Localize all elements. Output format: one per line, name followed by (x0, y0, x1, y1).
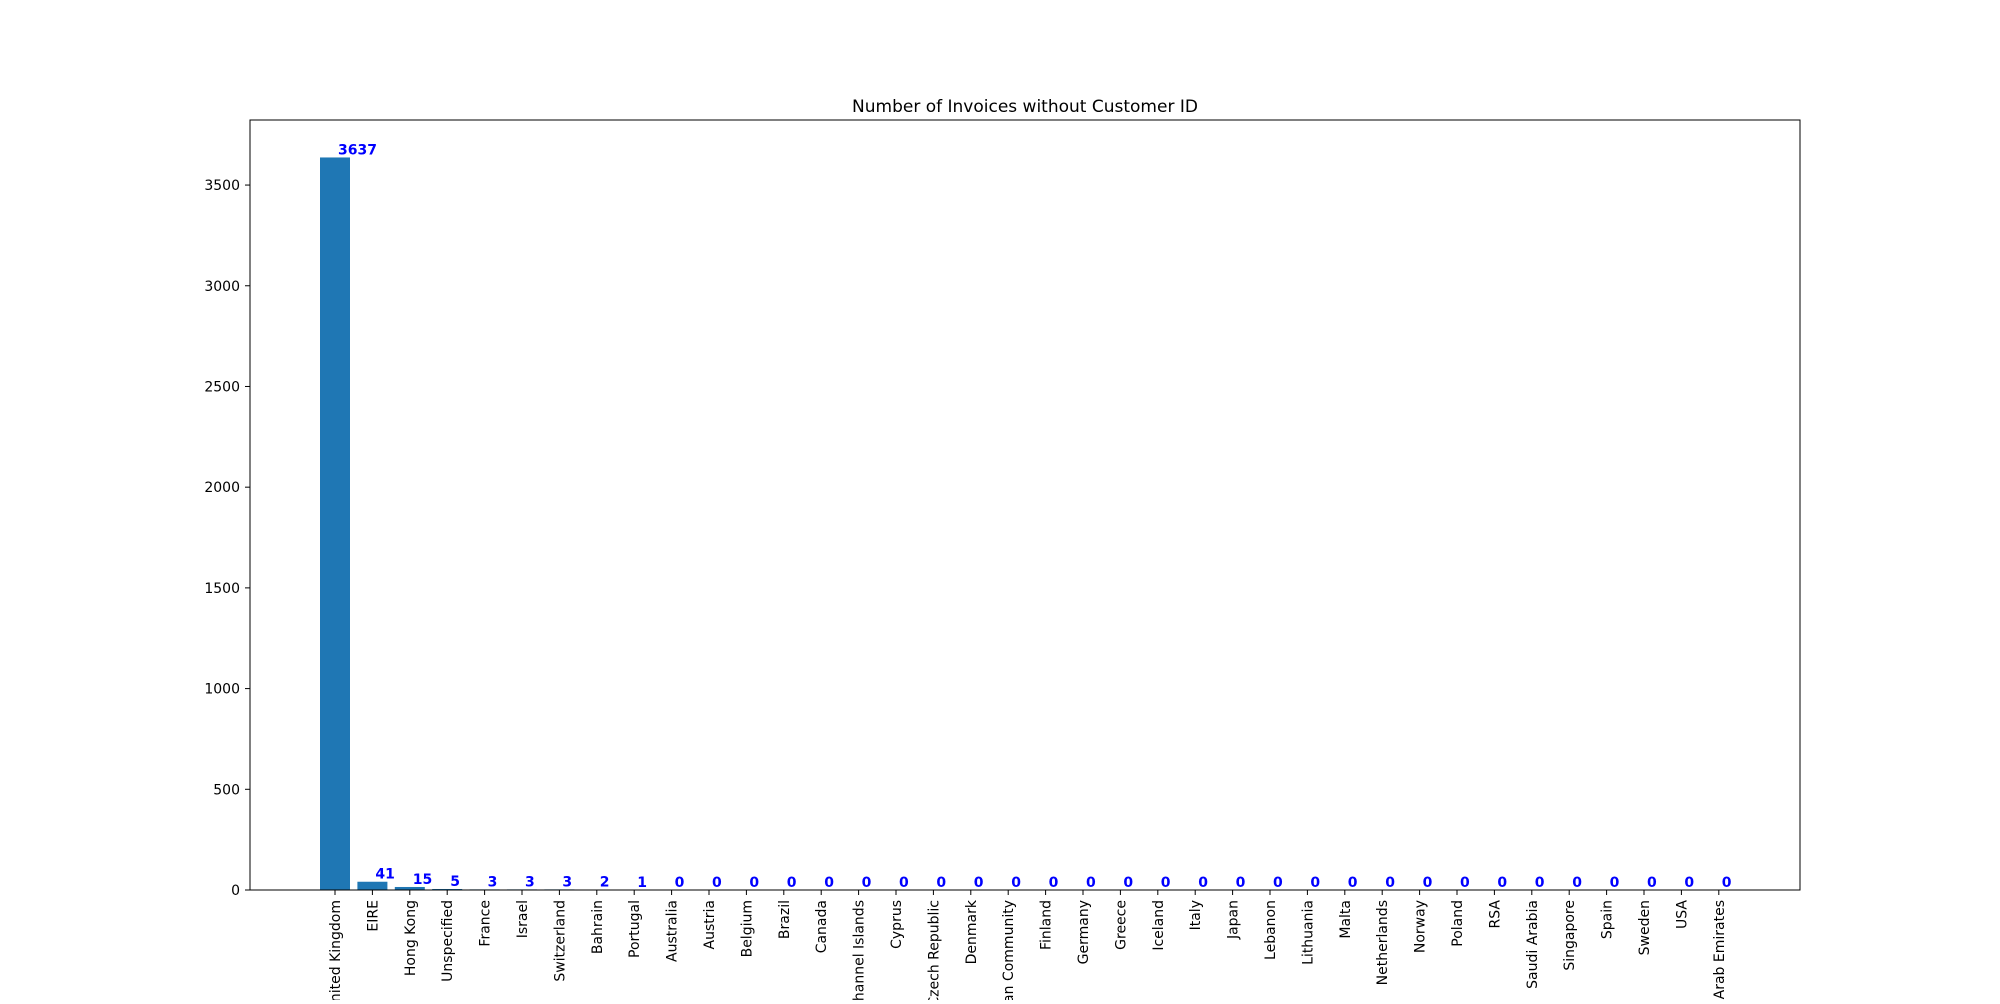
x-tick-label-16: Czech Republic (926, 900, 942, 1000)
y-tick-label-4: 2000 (204, 480, 240, 496)
data-label-34: 0 (1610, 875, 1620, 891)
x-tick-label-17: Denmark (964, 899, 980, 964)
y-tick-label-3: 1500 (204, 581, 240, 597)
data-label-0: 3637 (338, 142, 377, 158)
x-tick-label-23: Italy (1188, 900, 1204, 930)
x-tick-label-11: Belgium (739, 900, 755, 957)
data-label-30: 0 (1460, 875, 1470, 891)
data-label-11: 0 (749, 875, 759, 891)
data-label-13: 0 (824, 875, 834, 891)
data-label-3: 5 (450, 874, 460, 890)
y-tick-label-6: 3000 (204, 279, 240, 295)
data-label-35: 0 (1647, 875, 1657, 891)
data-label-31: 0 (1497, 875, 1507, 891)
x-tick-label-18: European Community (1001, 900, 1017, 1000)
data-label-15: 0 (899, 875, 909, 891)
data-label-22: 0 (1161, 875, 1171, 891)
x-tick-label-21: Greece (1113, 900, 1129, 950)
x-tick-label-36: USA (1674, 900, 1690, 929)
x-tick-label-5: Israel (515, 900, 531, 938)
data-label-9: 0 (675, 875, 685, 891)
data-label-16: 0 (936, 875, 946, 891)
data-label-19: 0 (1049, 875, 1059, 891)
data-label-28: 0 (1385, 875, 1395, 891)
data-label-33: 0 (1572, 875, 1582, 891)
data-label-20: 0 (1086, 875, 1096, 891)
x-tick-label-15: Cyprus (889, 900, 905, 949)
data-label-1: 41 (375, 867, 394, 883)
x-tick-label-7: Bahrain (590, 900, 606, 954)
x-tick-label-13: Canada (814, 900, 830, 953)
x-tick-label-24: Japan (1226, 900, 1242, 940)
x-tick-label-2: Hong Kong (403, 900, 419, 976)
x-tick-label-31: RSA (1487, 900, 1503, 929)
data-label-27: 0 (1348, 875, 1358, 891)
data-label-36: 0 (1684, 875, 1694, 891)
x-tick-label-29: Norway (1413, 900, 1429, 953)
x-tick-label-3: Unspecified (440, 900, 456, 982)
y-tick-label-7: 3500 (204, 178, 240, 194)
data-label-21: 0 (1123, 875, 1133, 891)
x-tick-label-32: Saudi Arabia (1525, 900, 1541, 989)
data-label-25: 0 (1273, 875, 1283, 891)
data-label-37: 0 (1722, 875, 1732, 891)
x-tick-label-12: Brazil (777, 900, 793, 939)
data-label-26: 0 (1310, 875, 1320, 891)
x-tick-label-0: United Kingdom (328, 900, 344, 1000)
data-label-2: 15 (413, 872, 432, 888)
x-tick-label-22: Iceland (1151, 900, 1167, 951)
y-tick-label-5: 2500 (204, 379, 240, 395)
y-tick-label-0: 0 (231, 883, 240, 899)
x-tick-label-35: Sweden (1637, 900, 1653, 955)
data-label-5: 3 (525, 874, 535, 890)
x-tick-label-28: Netherlands (1375, 900, 1391, 985)
data-label-32: 0 (1535, 875, 1545, 891)
data-label-10: 0 (712, 875, 722, 891)
y-tick-label-1: 500 (213, 782, 240, 798)
x-tick-label-8: Portugal (627, 900, 643, 958)
x-tick-label-25: Lebanon (1263, 900, 1279, 960)
x-tick-label-27: Malta (1338, 900, 1354, 939)
data-label-14: 0 (862, 875, 872, 891)
x-tick-label-14: Channel Islands (852, 900, 868, 1000)
x-tick-label-1: EIRE (365, 900, 381, 932)
data-label-18: 0 (1011, 875, 1021, 891)
data-label-29: 0 (1423, 875, 1433, 891)
x-tick-label-37: United Arab Emirates (1712, 900, 1728, 1000)
x-tick-label-34: Spain (1600, 900, 1616, 939)
x-tick-label-33: Singapore (1562, 900, 1578, 971)
x-tick-label-30: Poland (1450, 900, 1466, 947)
data-label-8: 1 (637, 875, 647, 891)
chart-title: Number of Invoices without Customer ID (852, 97, 1198, 117)
x-tick-label-4: France (478, 900, 494, 947)
x-tick-label-26: Lithuania (1300, 900, 1316, 965)
data-label-12: 0 (787, 875, 797, 891)
bar-0 (320, 157, 350, 890)
x-tick-label-6: Switzerland (552, 900, 568, 982)
bar-1 (357, 882, 387, 890)
data-label-17: 0 (974, 875, 984, 891)
x-tick-label-20: Germany (1076, 900, 1092, 964)
data-label-23: 0 (1198, 875, 1208, 891)
y-tick-label-2: 1000 (204, 682, 240, 698)
data-label-24: 0 (1236, 875, 1246, 891)
data-label-4: 3 (488, 874, 498, 890)
data-label-7: 2 (600, 875, 610, 891)
x-tick-label-9: Australia (665, 900, 681, 962)
x-tick-label-19: Finland (1039, 900, 1055, 950)
x-tick-label-10: Austria (702, 900, 718, 949)
data-label-6: 3 (562, 874, 572, 890)
